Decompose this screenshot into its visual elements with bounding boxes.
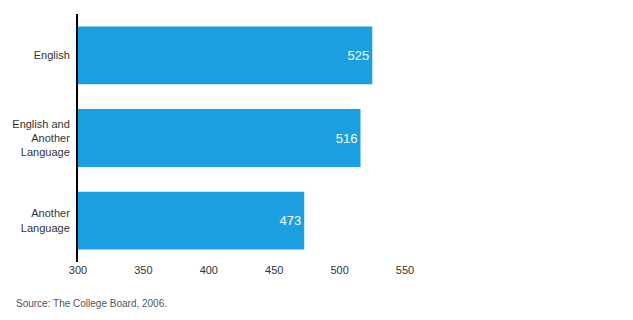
svg-text:400: 400 xyxy=(200,264,218,276)
svg-text:450: 450 xyxy=(265,264,283,276)
svg-text:500: 500 xyxy=(330,264,348,276)
svg-text:473: 473 xyxy=(280,213,302,228)
svg-text:AnotherLanguage: AnotherLanguage xyxy=(21,207,70,233)
svg-text:550: 550 xyxy=(396,264,414,276)
svg-text:300: 300 xyxy=(69,264,87,276)
svg-text:English andAnotherLanguage: English andAnotherLanguage xyxy=(12,118,70,159)
svg-text:Source: The College Board, 200: Source: The College Board, 2006. xyxy=(16,298,167,309)
svg-text:English: English xyxy=(34,49,70,61)
svg-text:525: 525 xyxy=(348,48,370,63)
svg-text:516: 516 xyxy=(336,131,358,146)
svg-text:350: 350 xyxy=(134,264,152,276)
